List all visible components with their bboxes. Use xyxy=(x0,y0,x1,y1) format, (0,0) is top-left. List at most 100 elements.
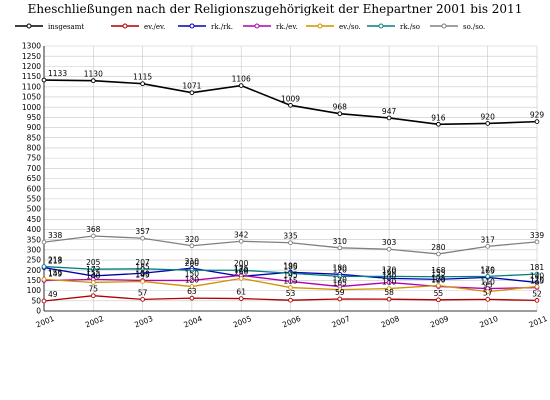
data-labels: 1133 1130 1115 1071 1106 1009 968 947 916 920 929 4… xyxy=(48,69,544,299)
data-label: 170 xyxy=(382,265,397,274)
data-label: 310 xyxy=(333,237,348,246)
data-label: 75 xyxy=(89,285,99,294)
y-tick-label: 200 xyxy=(27,266,42,275)
data-point xyxy=(90,280,96,285)
data-label: 338 xyxy=(48,231,63,240)
data-point xyxy=(41,298,47,304)
data-label: 115 xyxy=(530,277,545,286)
data-label: 968 xyxy=(333,103,348,112)
legend-swatch-marker xyxy=(317,23,323,29)
y-tick-label: 1100 xyxy=(22,82,41,91)
data-label: 120 xyxy=(333,276,348,285)
y-tick-label: 950 xyxy=(27,113,42,122)
y-tick-label: 350 xyxy=(27,235,42,244)
data-point xyxy=(386,296,392,302)
data-label: 57 xyxy=(483,288,493,297)
data-point xyxy=(337,287,343,292)
y-tick-label: 150 xyxy=(27,276,42,285)
data-label: 125 xyxy=(431,275,446,284)
data-point xyxy=(238,276,244,281)
data-point xyxy=(288,102,293,108)
data-label: 207 xyxy=(135,258,150,267)
data-label: 105 xyxy=(333,279,348,288)
data-label: 335 xyxy=(283,232,298,241)
data-label: 205 xyxy=(86,258,101,267)
data-point xyxy=(436,274,441,280)
legend-label: ev./ev. xyxy=(144,23,166,31)
data-label: 140 xyxy=(530,271,545,280)
data-point xyxy=(189,267,195,273)
data-label: 1133 xyxy=(48,69,67,78)
data-label: 175 xyxy=(234,264,249,273)
data-point xyxy=(436,283,441,288)
data-point xyxy=(288,285,293,290)
data-label: 280 xyxy=(431,243,446,252)
y-tick-label: 100 xyxy=(27,286,42,295)
y-tick-label: 450 xyxy=(27,215,42,224)
x-tick-label: 2005 xyxy=(232,314,253,330)
data-point xyxy=(436,297,441,303)
data-label: 165 xyxy=(481,266,496,275)
data-label: 180 xyxy=(333,263,348,272)
data-label: 49 xyxy=(48,290,58,299)
data-label: 145 xyxy=(135,270,150,279)
data-label: 57 xyxy=(138,288,148,297)
data-point xyxy=(386,115,392,121)
data-label: 120 xyxy=(185,276,200,285)
data-label: 920 xyxy=(481,112,496,121)
data-point xyxy=(238,238,244,244)
y-tick-label: 800 xyxy=(27,144,42,153)
x-tick-label: 2002 xyxy=(84,314,105,330)
data-label: 140 xyxy=(86,271,101,280)
data-label: 61 xyxy=(236,288,246,297)
x-tick-label: 2011 xyxy=(528,314,549,330)
data-point xyxy=(41,239,47,245)
data-point xyxy=(337,111,343,117)
legend-swatch-marker xyxy=(441,23,447,29)
y-tick-label: 300 xyxy=(27,245,42,254)
chart-title: Eheschließungen nach der Religionszugehö… xyxy=(27,2,523,16)
data-label: 110 xyxy=(382,278,397,287)
y-tick-label: 50 xyxy=(31,296,41,305)
legend-label: insgesamt xyxy=(48,23,85,31)
series-5 xyxy=(41,264,540,280)
data-label: 190 xyxy=(283,261,298,270)
data-label: 1009 xyxy=(281,94,300,103)
data-point xyxy=(386,246,392,252)
data-point xyxy=(238,267,244,273)
data-label: 172 xyxy=(86,265,101,274)
series-1 xyxy=(41,293,540,304)
data-label: 59 xyxy=(335,288,345,297)
data-point xyxy=(534,271,540,277)
data-point xyxy=(485,121,491,126)
data-label: 170 xyxy=(481,265,496,274)
legend-swatch xyxy=(306,23,334,29)
data-point xyxy=(238,83,244,88)
data-point xyxy=(534,298,540,303)
data-label: 63 xyxy=(187,287,197,296)
data-point xyxy=(485,289,491,294)
data-point xyxy=(189,90,195,96)
legend-swatch xyxy=(367,23,395,29)
data-point xyxy=(238,296,244,301)
y-tick-label: 1250 xyxy=(22,52,41,61)
data-point xyxy=(436,121,441,127)
data-point xyxy=(337,273,343,279)
data-label: 52 xyxy=(532,289,542,298)
data-label: 58 xyxy=(384,288,394,297)
data-point xyxy=(41,264,47,269)
x-tick-label: 2008 xyxy=(380,314,401,330)
data-label: 200 xyxy=(234,259,249,268)
y-tick-label: 900 xyxy=(27,123,42,132)
data-label: 155 xyxy=(86,268,101,277)
data-point xyxy=(485,273,491,279)
data-label: 218 xyxy=(48,256,63,265)
data-label: 916 xyxy=(431,113,446,122)
legend-swatch xyxy=(111,23,139,29)
data-point xyxy=(90,266,96,272)
legend-swatch-marker xyxy=(26,23,32,29)
y-tick-label: 1300 xyxy=(22,42,41,51)
y-tick-label: 1050 xyxy=(22,93,41,102)
data-label: 1130 xyxy=(84,70,103,79)
